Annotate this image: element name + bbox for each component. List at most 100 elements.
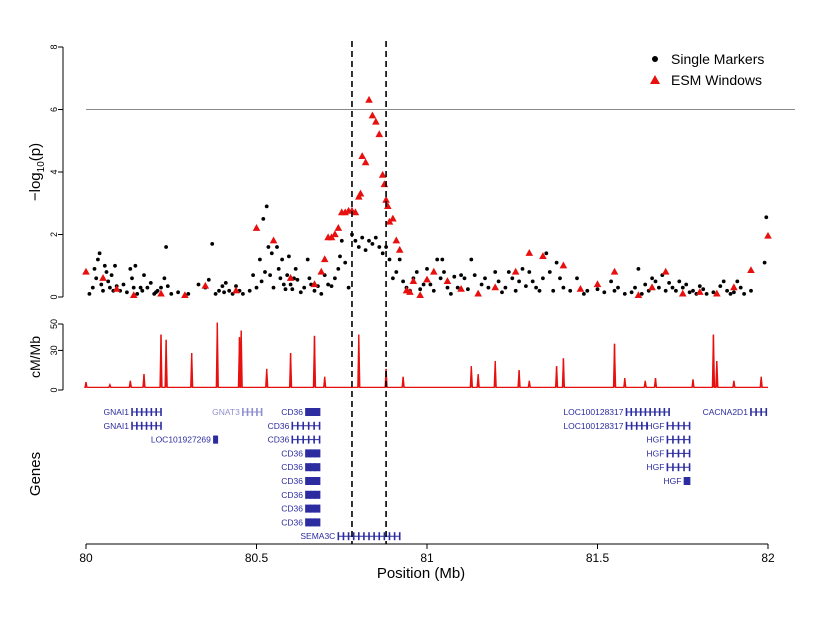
- gene-exon: [150, 421, 153, 430]
- single-marker-point: [459, 273, 463, 277]
- single-marker-point: [254, 285, 259, 290]
- single-marker-point: [431, 288, 436, 293]
- gene-exon: [672, 449, 674, 458]
- gene-track: LOC100128317: [563, 421, 648, 431]
- gene-exon: [302, 421, 305, 430]
- single-marker-point: [629, 290, 634, 295]
- gene-exon-block: [305, 449, 320, 458]
- single-marker-point: [298, 290, 303, 295]
- single-marker-point: [285, 273, 290, 277]
- single-marker-point: [674, 288, 678, 293]
- legend-dot-icon: [652, 56, 658, 62]
- gene-exon-block: [213, 435, 218, 444]
- single-marker-point: [356, 245, 361, 249]
- single-marker-point: [290, 287, 295, 292]
- gene-label: HGF: [664, 476, 682, 486]
- single-marker-point: [742, 292, 746, 296]
- single-marker-point: [92, 267, 97, 271]
- single-marker-point: [159, 285, 163, 290]
- esm-window-point: [334, 224, 343, 231]
- gene-exon: [307, 435, 310, 444]
- single-marker-point: [266, 245, 271, 249]
- gene-exon: [131, 408, 133, 416]
- single-marker-point: [130, 276, 134, 281]
- esm-window-point: [310, 280, 319, 288]
- gene-label: CD36: [281, 504, 303, 514]
- single-marker-point: [691, 288, 695, 293]
- gene-label: HGF: [646, 435, 664, 445]
- single-marker-point: [148, 281, 153, 285]
- single-marker-point: [94, 276, 99, 281]
- gene-exon-block: [684, 477, 690, 485]
- gene-track: HGF: [646, 421, 691, 431]
- gene-exon: [672, 463, 674, 472]
- single-marker-point: [295, 277, 300, 282]
- single-marker-point: [258, 257, 262, 262]
- single-marker-point: [363, 248, 368, 253]
- single-marker-point: [527, 270, 532, 274]
- gene-exon: [398, 532, 401, 541]
- gene-exon: [654, 408, 656, 416]
- single-marker-point: [162, 276, 167, 281]
- gene-exon: [145, 408, 148, 416]
- gene-exon: [318, 435, 321, 444]
- single-marker-point: [643, 282, 648, 287]
- pvalue-y-tick-label: 8: [49, 44, 59, 49]
- pvalue-y-tick-label: 4: [49, 169, 59, 174]
- pvalue-y-tick-label: 6: [49, 107, 59, 112]
- gene-exon: [765, 408, 768, 416]
- single-marker-point: [561, 285, 566, 290]
- single-marker-point: [670, 285, 675, 290]
- single-marker-point: [513, 288, 518, 293]
- gene-track: HGF: [646, 435, 691, 445]
- esm-window-point: [320, 255, 329, 263]
- gene-track: CD36: [281, 476, 321, 486]
- single-marker-point: [503, 285, 508, 290]
- single-marker-point: [312, 288, 317, 293]
- single-marker-point: [663, 288, 668, 293]
- gene-exon-block: [305, 518, 320, 527]
- single-marker-point: [440, 257, 445, 262]
- recomb-y-ticks: 0 30 50: [49, 319, 63, 393]
- gene-label: LOC100128317: [563, 407, 623, 417]
- gene-exon: [646, 421, 648, 430]
- gene-track: LOC100128317: [563, 407, 670, 417]
- single-marker-point: [544, 251, 549, 256]
- single-marker-point: [466, 287, 470, 292]
- gene-exon: [296, 435, 299, 444]
- single-marker-point: [732, 290, 736, 295]
- gene-exon: [668, 408, 670, 416]
- esm-window-point: [129, 291, 138, 299]
- esm-window-point: [511, 267, 520, 275]
- single-marker-point: [333, 276, 337, 281]
- gene-exon: [644, 408, 647, 416]
- single-marker-point: [104, 270, 109, 274]
- gene-track: CD36: [268, 435, 321, 445]
- recomb-y-tick-label: 0: [49, 387, 59, 392]
- esm-window-point: [443, 277, 452, 284]
- gene-exon: [683, 435, 685, 444]
- single-marker-point: [510, 276, 515, 281]
- single-marker-point: [639, 292, 644, 296]
- gene-track: CD36: [281, 490, 321, 500]
- single-marker-point: [138, 285, 143, 290]
- gene-exon: [358, 532, 360, 541]
- x-tick-label: 80: [79, 551, 93, 565]
- single-marker-point: [196, 282, 201, 287]
- gene-exon: [307, 421, 310, 430]
- pvalue-panel: [86, 47, 768, 297]
- genes-y-axis-label: Genes: [27, 452, 44, 496]
- single-marker-point: [305, 257, 310, 262]
- gene-exon: [318, 421, 321, 430]
- single-marker-point: [360, 235, 365, 240]
- single-marker-point: [283, 287, 288, 292]
- gene-track: HGF: [646, 462, 691, 472]
- single-marker-point: [718, 284, 723, 288]
- single-marker-point: [558, 276, 562, 281]
- single-marker-point: [222, 290, 227, 295]
- esm-window-point: [576, 284, 585, 292]
- single-marker-point: [275, 245, 279, 249]
- single-marker-point: [99, 282, 104, 287]
- gene-exon: [760, 408, 762, 416]
- single-marker-point: [278, 276, 283, 281]
